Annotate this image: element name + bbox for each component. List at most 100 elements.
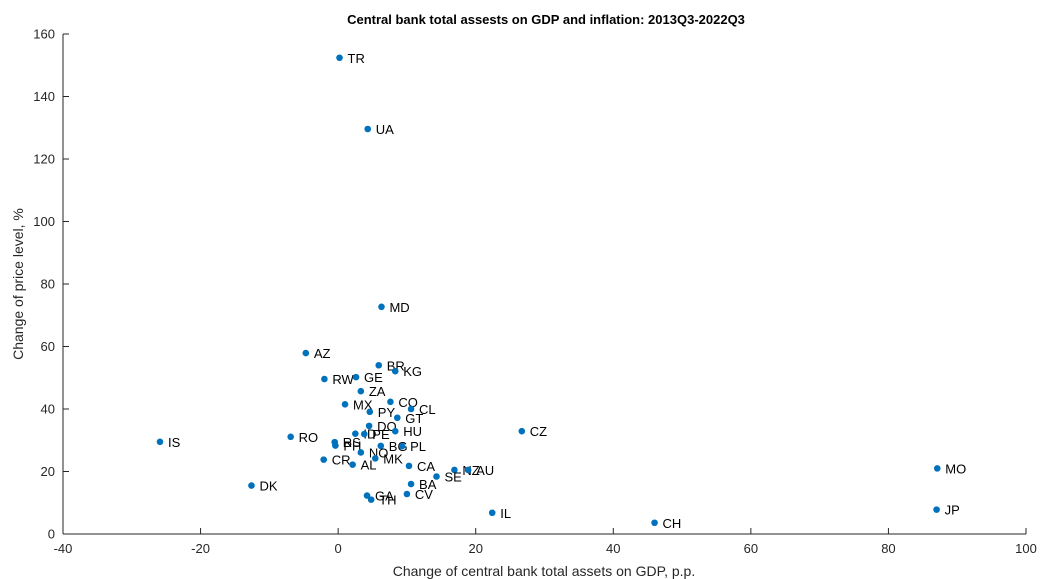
- data-point-label: IS: [168, 435, 181, 450]
- data-point-label: CV: [415, 487, 433, 502]
- y-tick-label: 40: [41, 402, 55, 417]
- data-point: [287, 433, 294, 441]
- axes: [62, 34, 1026, 535]
- data-point-label: AL: [361, 458, 377, 473]
- x-tick-label: 40: [606, 541, 620, 556]
- data-point: [156, 438, 164, 446]
- chart-title: Central bank total assests on GDP and in…: [347, 12, 745, 27]
- data-point-label: RS: [343, 435, 361, 450]
- data-point: [651, 519, 658, 527]
- y-axis-label: Change of price level, %: [10, 208, 26, 360]
- data-point: [933, 465, 941, 472]
- data-point-label: PY: [378, 405, 396, 420]
- y-tick-label: 80: [41, 277, 55, 292]
- data-point-label: MK: [383, 451, 403, 466]
- data-point: [336, 54, 343, 62]
- data-point-label: GA: [375, 489, 394, 504]
- y-tick-label: 120: [33, 152, 55, 167]
- data-point: [488, 509, 496, 517]
- data-point-label: UA: [376, 122, 394, 137]
- data-point-label: CA: [417, 459, 435, 474]
- data-point-label: GE: [364, 370, 383, 385]
- y-tick-label: 20: [41, 464, 55, 479]
- y-ticks: 0 20 40 60 80 100 120 140 160: [33, 27, 69, 542]
- data-point-label: ID: [363, 427, 376, 442]
- y-tick-label: 140: [33, 89, 55, 104]
- data-point-label: TR: [348, 51, 365, 66]
- data-point-label: MX: [353, 397, 373, 412]
- data-point: [364, 125, 372, 133]
- data-point-label: CR: [332, 453, 351, 468]
- data-point: [357, 449, 365, 456]
- data-point-label: BA: [419, 477, 437, 492]
- data-point: [378, 303, 385, 311]
- data-point: [405, 462, 413, 470]
- data-point: [451, 466, 458, 474]
- data-point: [302, 349, 310, 357]
- data-point: [398, 442, 406, 450]
- data-point-label: GT: [405, 411, 423, 426]
- data-point-label: CH: [663, 516, 682, 531]
- x-tick-label: 0: [335, 541, 342, 556]
- data-point: [341, 401, 349, 408]
- data-point: [365, 422, 373, 430]
- data-point-label: SE: [445, 470, 463, 485]
- data-point: [407, 405, 415, 413]
- data-point: [357, 387, 365, 395]
- data-point: [371, 455, 379, 462]
- data-point-label: PE: [372, 427, 390, 442]
- data-point: [349, 461, 356, 468]
- data-point: [464, 466, 472, 474]
- x-tick-label: -20: [191, 541, 210, 556]
- data-point: [518, 427, 526, 435]
- data-point-label: AU: [476, 463, 494, 478]
- data-point: [391, 427, 399, 435]
- data-point: [933, 506, 940, 513]
- data-point-label: CL: [419, 402, 436, 417]
- x-axis-label: Change of central bank total assets on G…: [393, 563, 695, 579]
- data-point-label: JP: [945, 503, 960, 518]
- data-point: [387, 398, 394, 406]
- x-tick-label: 80: [881, 541, 895, 556]
- x-tick-label: -40: [54, 541, 73, 556]
- data-point: [332, 442, 339, 449]
- y-tick-label: 0: [48, 527, 55, 542]
- data-point-label: BR: [387, 358, 405, 373]
- data-point: [407, 480, 415, 488]
- data-point: [391, 367, 399, 375]
- x-tick-label: 60: [744, 541, 758, 556]
- data-point-label: PL: [410, 439, 426, 454]
- data-point-label: MO: [945, 461, 966, 476]
- data-point: [377, 442, 385, 450]
- data-point-label: BG: [389, 439, 408, 454]
- data-point-label: TH: [379, 493, 396, 508]
- data-point-label: HU: [403, 424, 422, 439]
- data-point: [360, 430, 368, 438]
- data-point-label: KG: [403, 364, 422, 379]
- data-point-label: AZ: [314, 346, 331, 361]
- data-point-label: RO: [299, 430, 319, 445]
- data-point-label: DO: [377, 419, 397, 434]
- data-point-label: RW: [332, 372, 354, 387]
- data-point: [433, 473, 440, 480]
- data-point-label: PH: [343, 439, 361, 454]
- x-ticks: -40 -20 0 20 40 60 80 100: [54, 528, 1037, 556]
- y-tick-label: 60: [41, 339, 55, 354]
- data-point: [366, 408, 374, 416]
- y-tick-label: 100: [33, 214, 55, 229]
- data-point: [375, 361, 383, 369]
- data-point: [393, 414, 401, 422]
- data-point-label: IL: [500, 506, 511, 521]
- data-point: [367, 496, 375, 503]
- data-point: [363, 492, 371, 499]
- data-point-label: ZA: [369, 384, 386, 399]
- x-tick-label: 100: [1015, 541, 1037, 556]
- data-point: [320, 456, 327, 463]
- x-tick-label: 20: [468, 541, 482, 556]
- data-point: [403, 490, 411, 498]
- data-point: [321, 375, 328, 383]
- data-point-label: CZ: [530, 424, 547, 439]
- data-point-label: MD: [389, 300, 409, 315]
